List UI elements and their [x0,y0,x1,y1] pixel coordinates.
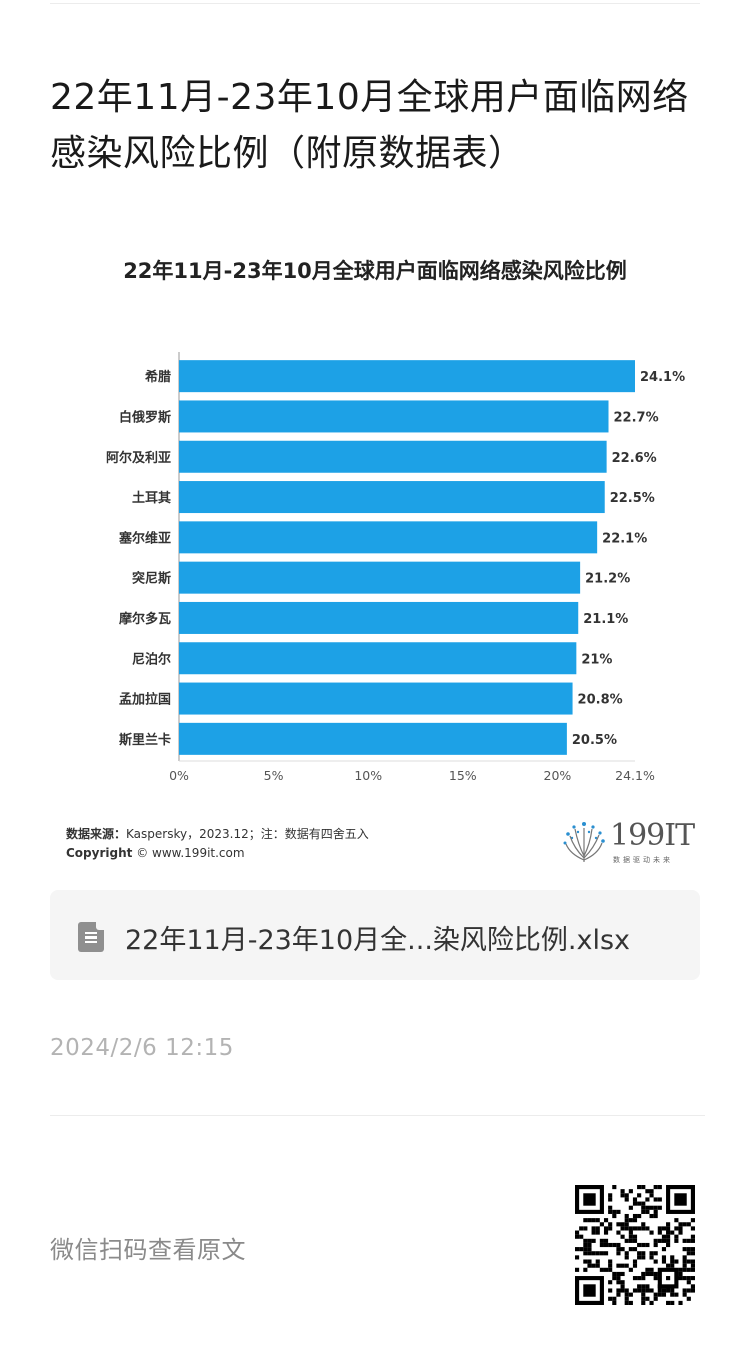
article-title: 22年11月-23年10月全球用户面临网络感染风险比例（附原数据表） [50,77,689,174]
category-label: 阿尔及利亚 [106,450,171,466]
data-label: 20.5% [572,733,617,748]
bar [179,561,581,594]
x-tick-label: 5% [264,768,284,783]
category-label: 塞尔维亚 [119,530,171,546]
data-label: 22.7% [614,410,659,425]
top-divider [50,3,700,4]
spreadsheet-file-icon [78,922,104,952]
chart-title: 22年11月-23年10月全球用户面临网络感染风险比例 [123,259,627,283]
category-label: 土耳其 [132,490,171,506]
category-label: 突尼斯 [132,571,171,587]
data-label: 21.2% [585,572,630,587]
data-label: 20.8% [578,693,623,708]
bar [179,521,598,554]
file-name: 22年11月-23年10月全...染风险比例.xlsx [125,925,631,956]
category-label: 斯里兰卡 [119,732,171,748]
category-label: 尼泊尔 [132,651,171,667]
copyright-label: Copyright [66,846,133,860]
x-tick-label: 24.1% [615,768,655,783]
file-attachment-card[interactable]: 22年11月-23年10月全...染风险比例.xlsx [50,890,700,980]
x-tick-label: 20% [544,768,572,783]
bar [179,481,605,514]
brand-logo: 199IT 数据驱动未来 [560,818,700,866]
data-label: 21% [581,652,612,667]
category-label: 孟加拉国 [119,692,171,708]
logo-tagline: 数据驱动未来 [613,856,673,864]
bottom-divider [50,1115,705,1116]
bar [179,722,567,755]
bar [179,400,609,433]
data-label: 22.6% [612,451,657,466]
chart-image: 22年11月-23年10月全球用户面临网络感染风险比例 希腊 24.1% 白俄罗斯 2… [0,240,750,880]
x-tick-label: 10% [354,768,382,783]
source-label: 数据来源： [66,827,127,841]
chart-source: 数据来源：Kaspersky，2023.12；注：数据有四舍五入 [66,825,369,842]
data-label: 22.5% [610,491,655,506]
data-label: 22.1% [602,531,647,546]
source-text: Kaspersky，2023.12；注：数据有四舍五入 [126,827,369,841]
bar [179,440,607,473]
data-label: 24.1% [640,370,685,385]
qr-hint-text: 微信扫码查看原文 [50,1236,246,1264]
category-label: 摩尔多瓦 [119,611,171,627]
bar [179,601,579,634]
category-label: 白俄罗斯 [119,409,171,425]
data-label: 21.1% [583,612,628,627]
bar [179,682,573,715]
x-tick-label: 15% [449,768,477,783]
dandelion-logo-icon [563,822,605,862]
copyright-text: © www.199it.com [136,846,245,860]
bar-chart: 希腊 24.1% 白俄罗斯 22.7% 阿尔及利亚 22.6% 土耳其 22.5% 塞尔维亚 22… [106,352,685,783]
chart-copyright: Copyright © www.199it.com [66,846,245,860]
category-label: 希腊 [145,369,171,385]
publish-timestamp: 2024/2/6 12:15 [50,1035,234,1061]
bar [179,642,577,675]
bar [179,360,635,393]
logo-text: 199IT [610,818,695,853]
x-tick-label: 0% [169,768,189,783]
qr-code-icon[interactable] [575,1185,695,1305]
